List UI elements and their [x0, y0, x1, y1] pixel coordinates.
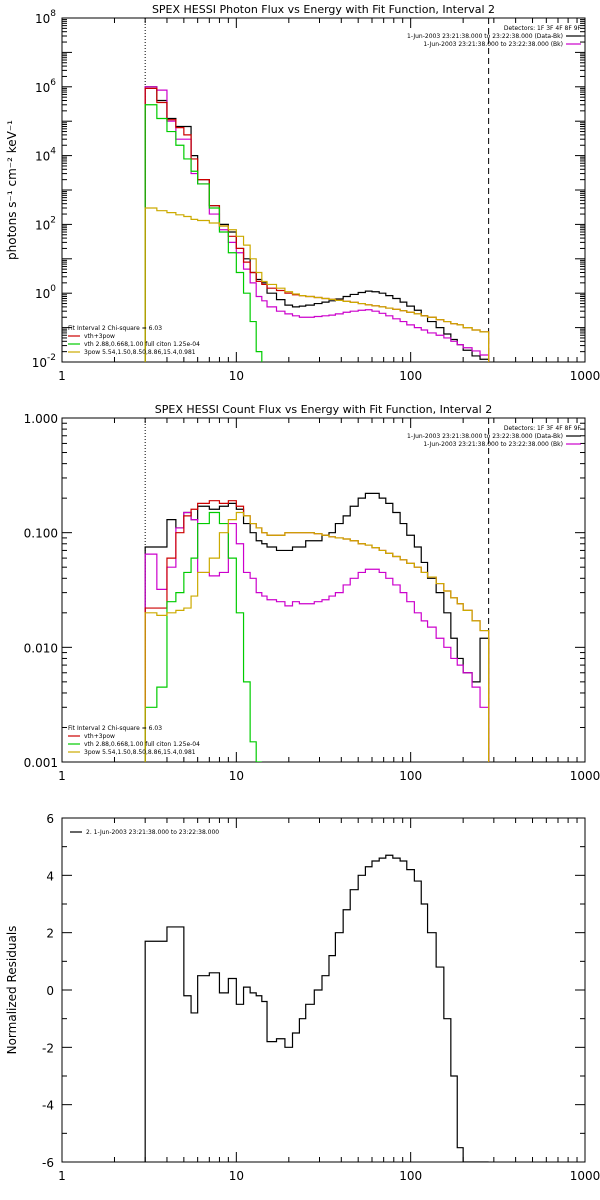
legend-header: Detectors: 1F 3F 4F 8F 9F	[504, 425, 582, 432]
series-line-data-bk	[144, 86, 490, 362]
legend-entry-label: 2. 1-Jun-2003 23:21:38.000 to 23:22:38.0…	[86, 829, 219, 836]
series-line-bk	[144, 86, 490, 362]
legend-header: Fit Interval 2 Chi-square = 6.03	[68, 725, 162, 732]
series-group	[144, 492, 490, 762]
legend-entry-label: 1-Jun-2003 23:21:38.000 to 23:22:38.000 …	[423, 441, 563, 448]
series-line-data-bk	[144, 492, 490, 762]
y-tick-label: 100	[35, 284, 56, 301]
y-tick-label: 106	[35, 78, 56, 95]
y-tick-label: 4	[46, 869, 54, 883]
series-line-bk	[144, 511, 490, 762]
plot-frame	[61, 17, 586, 363]
legend-entry-label: 3pow 5.54,1.50,8.50,8.86,15.4,0.981	[84, 749, 196, 756]
series-line-3pow	[144, 511, 490, 762]
x-tick-label: 100	[399, 769, 422, 783]
y-tick-label: 1.000	[24, 412, 58, 426]
legend-entry-label: vth 2.88,0.668,1.00 full citon 1.25e-04	[84, 341, 200, 348]
series-line-vth	[144, 511, 262, 762]
y-tick-label: 108	[35, 9, 56, 26]
photon-flux-panel: SPEX HESSI Photon Flux vs Energy with Fi…	[5, 3, 600, 383]
plot-frame	[61, 817, 586, 1163]
y-tick-label: 104	[35, 147, 56, 164]
y-tick-label: 102	[35, 215, 56, 232]
residuals-panel: 1 10 100 1000 -6 -4 -2 0 2 4 6 Normalized Residuals…	[5, 812, 600, 1183]
series-line-vth	[144, 104, 263, 362]
series-line-residuals	[144, 854, 489, 1162]
legend-entry-label: vth+3pow	[84, 733, 115, 740]
x-tick-label: 1	[58, 369, 66, 383]
series-group	[144, 854, 489, 1162]
y-tick-label: 2	[46, 927, 54, 941]
x-tick-label: 1000	[570, 1169, 600, 1183]
series-line-vth-3pow	[144, 87, 490, 362]
y-axis-label: Normalized Residuals	[5, 926, 19, 1055]
chart-title: SPEX HESSI Photon Flux vs Energy with Fi…	[152, 3, 495, 16]
y-tick-label: 10-2	[32, 353, 56, 370]
x-tick-label: 1000	[570, 369, 600, 383]
series-group	[144, 86, 490, 362]
legend-entry-label: 3pow 5.54,1.50,8.50,8.86,15.4,0.981	[84, 349, 196, 356]
legend-header: Detectors: 1F 3F 4F 8F 9F	[504, 25, 582, 32]
plot-frame	[61, 417, 586, 763]
x-tick-label: 1000	[570, 769, 600, 783]
y-tick-label: 0.001	[24, 756, 58, 770]
x-tick-label: 10	[229, 369, 244, 383]
y-tick-label: -2	[42, 1041, 54, 1055]
series-line-3pow	[144, 207, 490, 362]
y-tick-label: -6	[42, 1156, 54, 1170]
series-line-vth-3pow	[144, 500, 490, 762]
x-tick-label: 100	[399, 369, 422, 383]
legend-entry-label: vth+3pow	[84, 333, 115, 340]
y-tick-label: 0.100	[24, 527, 58, 541]
y-tick-label: 6	[46, 812, 54, 826]
x-tick-label: 10	[229, 769, 244, 783]
x-tick-label: 1	[58, 1169, 66, 1183]
legend-entry-label: 1-Jun-2003 23:21:38.000 to 23:22:38.000 …	[407, 33, 563, 40]
x-tick-label: 10	[229, 1169, 244, 1183]
y-axis-label: photons s⁻¹ cm⁻² keV⁻¹	[5, 120, 19, 260]
count-flux-panel: SPEX HESSI Count Flux vs Energy with Fit…	[24, 403, 600, 783]
legend-entry-label: 1-Jun-2003 23:21:38.000 to 23:22:38.000 …	[423, 41, 563, 48]
y-tick-label: 0	[46, 984, 54, 998]
x-tick-label: 100	[399, 1169, 422, 1183]
legend-entry-label: 1-Jun-2003 23:21:38.000 to 23:22:38.000 …	[407, 433, 563, 440]
legend-header: Fit Interval 2 Chi-square = 6.03	[68, 325, 162, 332]
x-tick-label: 1	[58, 769, 66, 783]
y-tick-label: -4	[42, 1099, 54, 1113]
chart-title: SPEX HESSI Count Flux vs Energy with Fit…	[155, 403, 492, 416]
legend-entry-label: vth 2.88,0.668,1.00 full citon 1.25e-04	[84, 741, 200, 748]
y-tick-label: 0.010	[24, 641, 58, 655]
